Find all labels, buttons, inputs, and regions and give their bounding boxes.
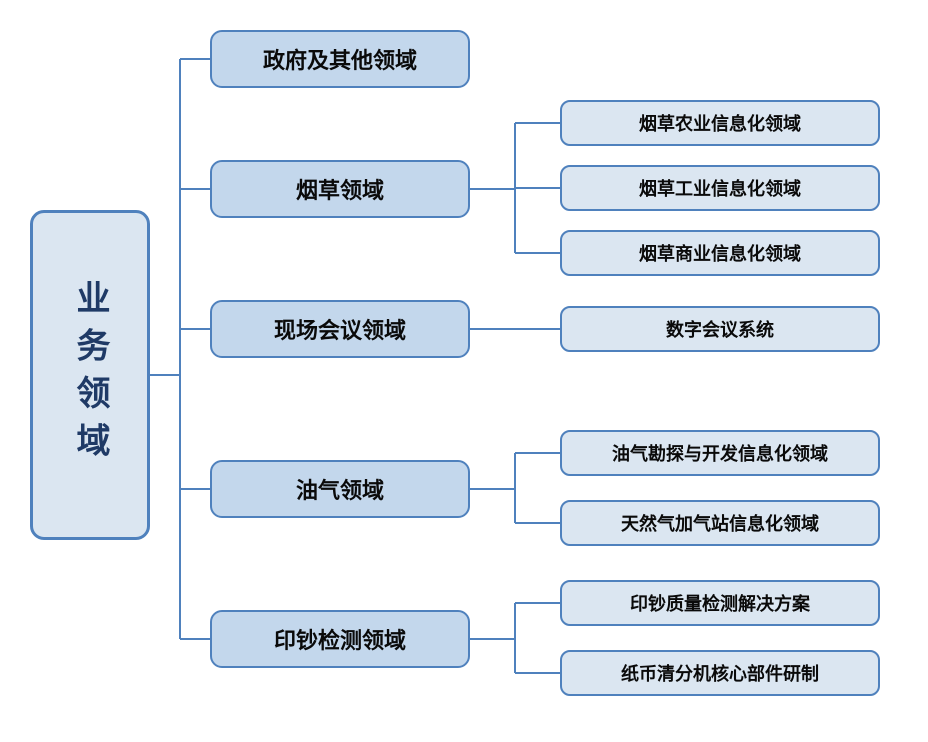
node-og-cng: 天然气加气站信息化领域	[560, 500, 880, 546]
node-og-explore: 油气勘探与开发信息化领域	[560, 430, 880, 476]
node-print: 印钞检测领域	[210, 610, 470, 668]
root-node: 业务领域	[30, 210, 150, 540]
node-gov: 政府及其他领域	[210, 30, 470, 88]
node-tobacco: 烟草领域	[210, 160, 470, 218]
node-tob-com: 烟草商业信息化领域	[560, 230, 880, 276]
node-tob-ind: 烟草工业信息化领域	[560, 165, 880, 211]
node-meeting: 现场会议领域	[210, 300, 470, 358]
node-meet-digital: 数字会议系统	[560, 306, 880, 352]
diagram-stage: 业务领域 政府及其他领域烟草领域 烟草农业信息化领域烟草工业信息化领域烟草商业信息化…	[0, 0, 928, 742]
node-pr-sorter: 纸币清分机核心部件研制	[560, 650, 880, 696]
node-oilgas: 油气领域	[210, 460, 470, 518]
node-pr-quality: 印钞质量检测解决方案	[560, 580, 880, 626]
node-tob-agri: 烟草农业信息化领域	[560, 100, 880, 146]
